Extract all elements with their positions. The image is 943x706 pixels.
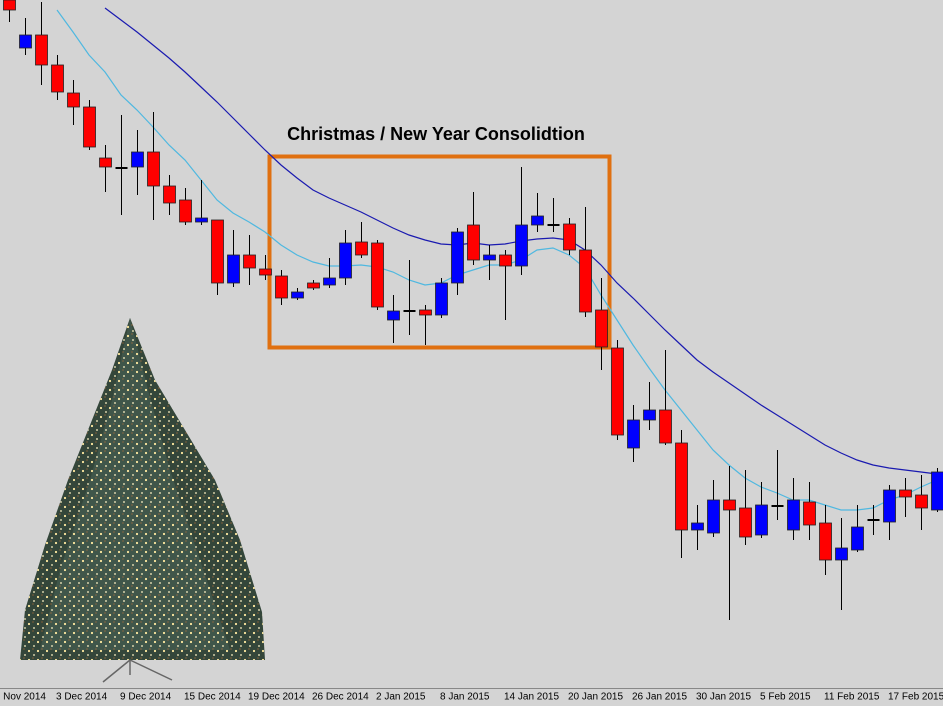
annotation-title: Christmas / New Year Consolidtion <box>287 124 585 144</box>
candle-body <box>355 241 368 256</box>
candle-body <box>67 92 80 108</box>
candle-body <box>3 0 16 11</box>
candle-body <box>579 249 592 313</box>
candle-body <box>243 254 256 269</box>
candle-body <box>387 310 400 321</box>
christmas-tree <box>20 318 265 683</box>
candle-body <box>707 499 720 534</box>
x-tick-label: 9 Dec 2014 <box>120 692 172 703</box>
x-tick-label: 5 Feb 2015 <box>760 692 811 703</box>
candle-body <box>739 507 752 538</box>
moving-average-line <box>56 9 938 511</box>
candle-body <box>643 409 656 421</box>
candle-body <box>51 64 64 93</box>
candle-body <box>499 254 512 267</box>
x-tick-label: 30 Jan 2015 <box>696 692 751 703</box>
candle-body <box>851 526 864 551</box>
candle-body <box>323 277 336 286</box>
candle-body <box>35 34 48 66</box>
candle-body <box>307 282 320 289</box>
candle-body <box>787 499 800 531</box>
x-tick-label: 3 Dec 2014 <box>56 692 108 703</box>
candle-body <box>931 471 943 511</box>
candle-body <box>179 199 192 223</box>
candle-body <box>259 268 272 276</box>
candle-body <box>723 499 736 511</box>
candle-body <box>819 522 832 561</box>
x-tick-label: 17 Feb 2015 <box>888 692 943 703</box>
candle-body <box>627 419 640 449</box>
x-tick-label: 14 Jan 2015 <box>504 692 559 703</box>
candle-body <box>339 242 352 279</box>
candle-body <box>99 157 112 168</box>
x-tick-label: 26 Jan 2015 <box>632 692 687 703</box>
candle-body <box>147 151 160 187</box>
candle-body <box>755 504 768 536</box>
x-tick-label: 7 Nov 2014 <box>0 692 46 703</box>
candle-body <box>691 522 704 531</box>
candle-body <box>803 501 816 526</box>
candle-body <box>883 489 896 523</box>
x-tick-label: 20 Jan 2015 <box>568 692 623 703</box>
candle-body <box>435 282 448 316</box>
consolidation-box <box>267 154 612 350</box>
x-tick-label: 19 Dec 2014 <box>248 692 305 703</box>
candle-body <box>227 254 240 284</box>
candle-body <box>899 489 912 498</box>
x-tick-label: 8 Jan 2015 <box>440 692 490 703</box>
candle-body <box>515 224 528 267</box>
candle-body <box>915 494 928 509</box>
x-tick-label: 11 Feb 2015 <box>824 692 880 703</box>
candle-body <box>211 219 224 284</box>
candle-body <box>419 309 432 316</box>
candle-body <box>291 291 304 299</box>
candle-body <box>131 151 144 168</box>
candle-body <box>531 215 544 226</box>
x-tick-label: 26 Dec 2014 <box>312 692 369 703</box>
candle-body <box>595 309 608 348</box>
candle-body <box>611 347 624 436</box>
candle-body <box>835 547 848 561</box>
candle-body <box>675 442 688 531</box>
candle-body <box>83 106 96 148</box>
candle-body <box>371 242 384 308</box>
candle-body <box>19 34 32 49</box>
candle-body <box>195 217 208 223</box>
candle-body <box>163 185 176 204</box>
candle-body <box>467 224 480 261</box>
candle-body <box>483 254 496 261</box>
candle-body <box>563 223 576 251</box>
candle-body <box>451 231 464 284</box>
candle-body <box>659 409 672 444</box>
x-tick-label: 2 Jan 2015 <box>376 692 426 703</box>
candle-body <box>275 275 288 299</box>
x-tick-label: 15 Dec 2014 <box>184 692 241 703</box>
